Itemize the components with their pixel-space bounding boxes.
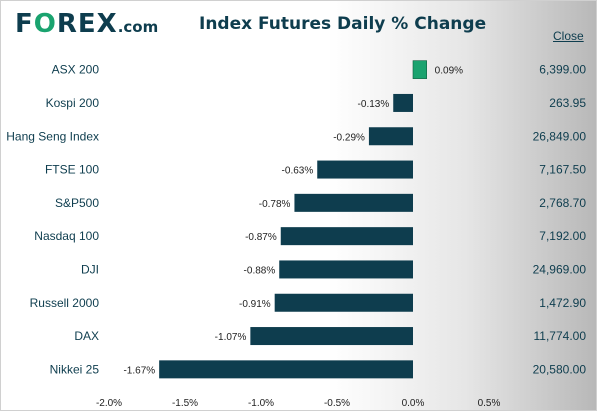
logo-part-2: O [33, 9, 57, 39]
category-label: ASX 200 [52, 63, 100, 77]
data-label: -0.91% [239, 299, 271, 310]
category-label: FTSE 100 [45, 163, 99, 177]
x-tick-label: -2.0% [96, 398, 122, 409]
bar [280, 227, 413, 246]
category-label: Nikkei 25 [50, 362, 100, 376]
bar [294, 193, 413, 212]
bar [274, 293, 413, 312]
logo-part-1: F [15, 9, 34, 39]
data-label: -1.07% [215, 332, 247, 343]
data-label: -0.29% [333, 132, 365, 143]
category-label: Nasdaq 100 [34, 229, 99, 243]
bar [412, 60, 427, 79]
data-label: -0.13% [358, 99, 390, 110]
category-label: Kospi 200 [46, 96, 100, 110]
data-label: -1.67% [123, 365, 155, 376]
close-value: 1,472.90 [539, 296, 586, 310]
close-column-header: Close [553, 29, 584, 43]
close-value: 7,192.00 [539, 229, 586, 243]
x-tick-label: 0.5% [478, 398, 501, 409]
logo-part-4: .com [117, 18, 159, 36]
category-label: DJI [81, 262, 99, 276]
bar [250, 327, 413, 346]
bar [393, 93, 413, 112]
x-tick-label: 0.0% [402, 398, 425, 409]
category-label: DAX [74, 329, 99, 343]
close-value: 6,399.00 [539, 63, 586, 77]
bar [317, 160, 413, 179]
data-label: -0.88% [244, 265, 276, 276]
close-value: 263.95 [549, 96, 586, 110]
data-label: 0.09% [435, 66, 463, 77]
category-label: Hang Seng Index [6, 129, 99, 143]
close-value: 2,768.70 [539, 196, 586, 210]
data-label: -0.87% [245, 232, 277, 243]
x-tick-label: -0.5% [324, 398, 350, 409]
close-value: 24,969.00 [533, 262, 587, 276]
bar [159, 360, 413, 379]
x-tick-label: -1.0% [248, 398, 274, 409]
close-value: 7,167.50 [539, 163, 586, 177]
close-value: 11,774.00 [534, 329, 587, 343]
category-label: Russell 2000 [30, 296, 100, 310]
data-label: -0.78% [259, 199, 291, 210]
logo-part-3: REX [56, 9, 118, 39]
close-value: 20,580.00 [533, 362, 587, 376]
chart-title: Index Futures Daily % Change [199, 14, 487, 34]
x-tick-label: -1.5% [172, 398, 198, 409]
forex-logo: FOREX.com [15, 9, 158, 39]
bar [368, 127, 413, 146]
bar [279, 260, 413, 279]
close-value: 26,849.00 [533, 129, 587, 143]
category-label: S&P500 [55, 196, 99, 210]
data-label: -0.63% [282, 166, 314, 177]
